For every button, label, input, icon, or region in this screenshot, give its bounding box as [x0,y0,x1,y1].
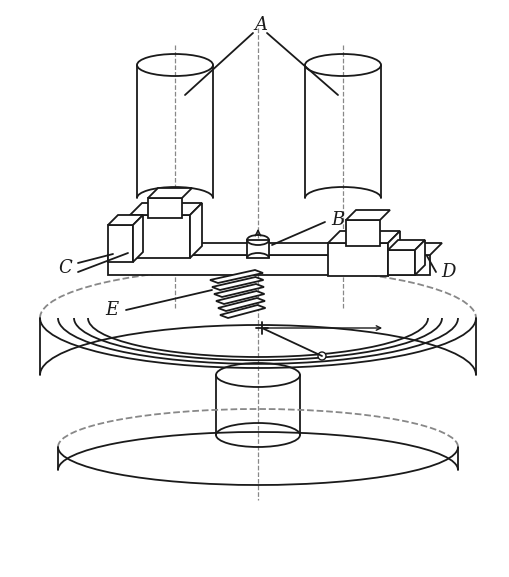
Text: B: B [331,211,344,229]
Text: A: A [254,16,267,34]
Text: D: D [440,263,455,281]
Polygon shape [216,291,264,304]
Polygon shape [212,277,263,290]
Polygon shape [130,215,190,258]
Polygon shape [217,298,265,311]
Polygon shape [108,243,441,255]
Polygon shape [148,198,182,218]
Text: C: C [58,259,72,277]
Polygon shape [148,188,191,198]
Polygon shape [130,203,202,215]
Polygon shape [219,305,265,318]
Polygon shape [345,220,379,246]
Polygon shape [108,225,133,262]
Polygon shape [345,210,389,220]
Text: E: E [105,301,118,319]
Polygon shape [214,284,264,297]
Polygon shape [414,240,424,275]
Polygon shape [387,250,414,275]
Polygon shape [133,215,143,262]
Polygon shape [190,203,202,258]
Polygon shape [387,231,399,276]
Polygon shape [327,243,387,276]
Polygon shape [246,240,268,258]
Polygon shape [210,270,263,283]
Polygon shape [327,231,399,243]
Polygon shape [108,215,143,225]
Polygon shape [108,255,429,275]
Circle shape [318,352,325,360]
Polygon shape [387,240,424,250]
